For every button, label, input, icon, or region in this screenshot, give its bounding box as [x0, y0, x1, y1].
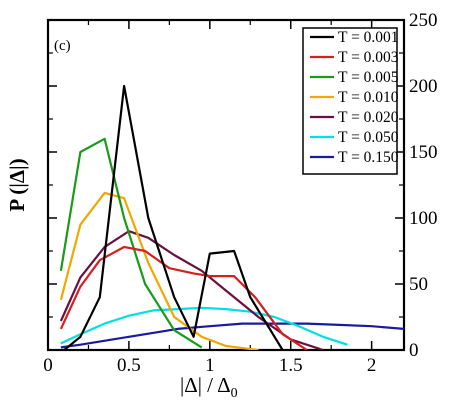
series-line-t-0-001 [63, 84, 284, 350]
x-tick-label: 1.5 [279, 355, 303, 376]
legend-entry: T = 0.010 [338, 89, 399, 106]
x-tick-label: 0.5 [117, 355, 141, 376]
series-line-t-0-003 [59, 245, 308, 350]
series-line-t-0-050 [60, 306, 348, 346]
legend-entry: T = 0.001 [338, 29, 399, 46]
series-line-t-0-005 [59, 137, 203, 349]
tick-labels: 0 0.5 1 1.5 2 0 50 100 150 200 250 [43, 10, 437, 376]
x-tick-label: 0 [43, 355, 53, 376]
legend-entry: T = 0.050 [338, 129, 399, 146]
y-tick-label: 0 [409, 340, 419, 361]
legend-box [302, 27, 398, 175]
panel-label: (c) [54, 38, 71, 54]
y-tick-label: 200 [409, 76, 438, 97]
x-axis-label-text: |Δ| / Δ [180, 373, 231, 397]
series-line-t-0-150 [60, 322, 404, 349]
x-tick-label: 1 [205, 355, 215, 376]
x-axis-label-subscript: 0 [231, 386, 238, 401]
legend: T = 0.001 T = 0.003 T = 0.005 T = 0.010 T = … [302, 27, 399, 175]
series-line-t-0-020 [59, 230, 324, 350]
legend-entry: T = 0.150 [338, 149, 399, 166]
series-lines [59, 84, 404, 350]
x-axis-label: |Δ| / Δ0 [180, 373, 238, 401]
y-axis-label: P (|Δ|) [5, 158, 29, 211]
legend-entry: T = 0.005 [338, 69, 399, 86]
y-tick-label: 100 [409, 208, 438, 229]
y-tick-label: 250 [409, 10, 438, 31]
legend-entry: T = 0.003 [338, 49, 399, 66]
y-tick-label: 50 [409, 274, 428, 295]
x-tick-label: 2 [367, 355, 377, 376]
legend-entry: T = 0.020 [338, 109, 399, 126]
y-tick-label: 150 [409, 142, 438, 163]
series-line-t-0-010 [59, 191, 259, 350]
